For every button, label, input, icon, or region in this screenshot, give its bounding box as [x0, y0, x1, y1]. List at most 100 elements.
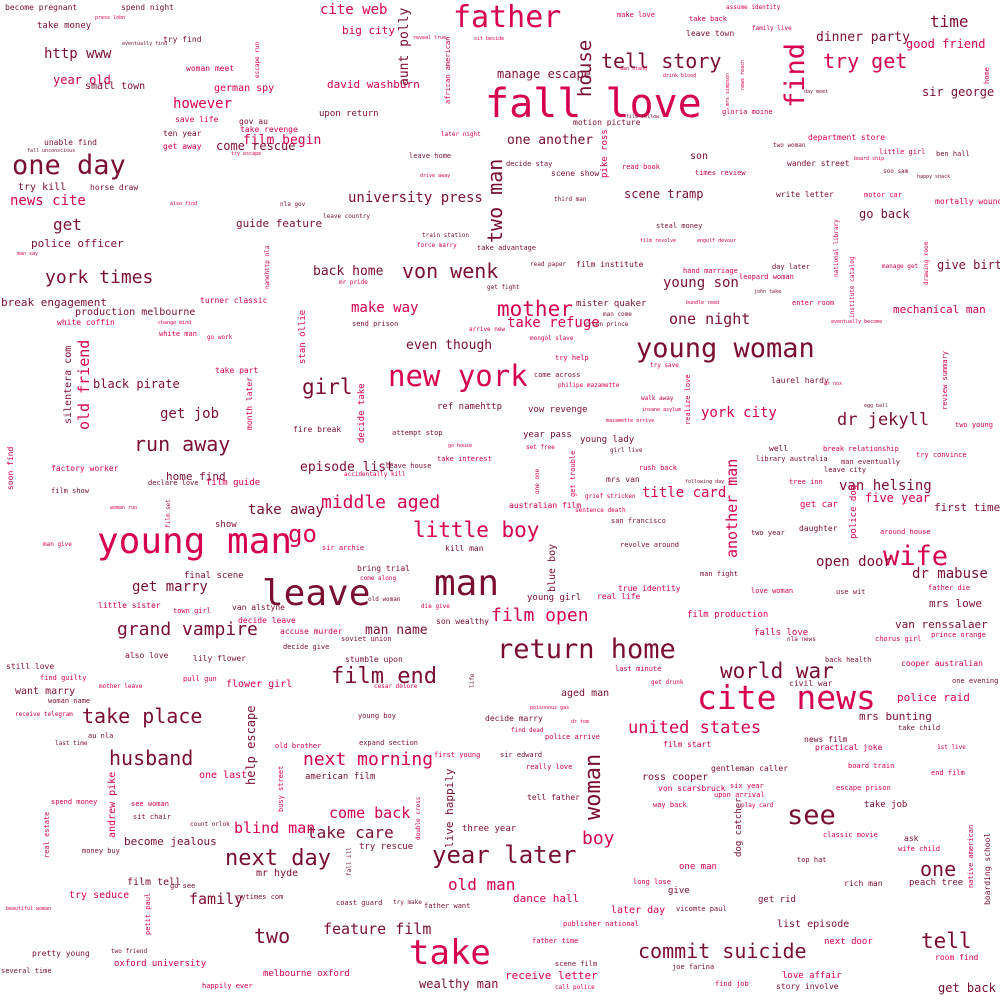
word-cloud-term: blind man: [234, 819, 316, 837]
word-cloud-term: come rescue: [216, 139, 296, 153]
word-cloud-term: try get: [823, 49, 908, 73]
word-cloud-term: day later: [772, 263, 810, 271]
word-cloud-term: old brother: [275, 742, 322, 750]
word-cloud-term: attempt stop: [392, 429, 443, 437]
word-cloud-term: nla news: [787, 636, 816, 643]
word-cloud-term: sit chair: [133, 813, 171, 821]
word-cloud-term: police dog: [849, 484, 859, 539]
word-cloud-term: next day: [225, 846, 331, 871]
word-cloud-term: final scene: [184, 571, 244, 581]
word-cloud-term: go: [288, 520, 317, 548]
word-cloud-term: old friend: [75, 339, 93, 430]
word-cloud-term: one evening: [952, 677, 999, 685]
word-cloud-term: united states: [628, 718, 762, 738]
word-cloud-term: still love: [6, 662, 55, 671]
word-cloud-term: go see: [170, 882, 196, 890]
word-cloud-term: laurel hardy: [771, 376, 829, 385]
word-cloud-term: upon arrival: [714, 791, 765, 799]
word-cloud-term: get away: [163, 142, 202, 151]
word-cloud-term: young boy: [358, 712, 396, 720]
word-cloud-term: oxford university: [114, 959, 207, 969]
word-cloud-term: get back: [938, 981, 996, 995]
word-cloud-term: first young: [434, 751, 481, 759]
word-cloud-term: pike ross: [600, 129, 610, 178]
word-cloud-term: break relationship: [823, 445, 899, 453]
word-cloud-term: enter room: [792, 299, 835, 307]
word-cloud-term: gloria moine: [722, 108, 773, 116]
word-cloud-term: spend night: [121, 3, 174, 12]
word-cloud-term: pretty young: [32, 949, 90, 958]
word-cloud-term: woman run: [110, 505, 138, 511]
word-cloud-term: feature film: [323, 920, 432, 938]
word-cloud-term: two woman: [773, 142, 806, 149]
word-cloud-term: melbourne oxford: [263, 969, 350, 979]
word-cloud-term: another man: [723, 458, 741, 558]
word-cloud-term: department store: [808, 133, 886, 142]
word-cloud-term: go work: [207, 334, 233, 341]
word-cloud-term: try find: [163, 35, 202, 44]
word-cloud-term: five year: [865, 491, 931, 505]
word-cloud-term: von wenk: [402, 259, 499, 283]
word-cloud-term: old man: [448, 875, 516, 894]
word-cloud-term: one man: [679, 862, 717, 872]
word-cloud-term: open door: [816, 554, 892, 570]
word-cloud-term: dr mabuse: [912, 566, 988, 582]
word-cloud-term: sentence death: [575, 507, 626, 514]
word-cloud-term: university press: [348, 190, 483, 206]
word-cloud-term: try escape: [231, 151, 262, 157]
word-cloud-term: revolve around: [620, 541, 680, 549]
word-cloud-term: expand section: [359, 739, 419, 747]
word-cloud-term: engulf devour: [697, 238, 737, 244]
word-cloud-term: top hat: [797, 856, 827, 864]
word-cloud-term: upon return: [319, 109, 379, 119]
word-cloud-term: two man: [483, 158, 507, 243]
word-cloud-term: man name: [365, 623, 428, 638]
word-cloud-term: wealthy man: [419, 977, 499, 991]
word-cloud-term: film end: [331, 664, 437, 689]
word-cloud-term: find guilty: [40, 674, 87, 682]
word-cloud-term: motor car: [864, 191, 902, 199]
word-cloud-term: film show: [51, 487, 89, 495]
word-cloud-term: happily ever: [202, 982, 253, 990]
word-cloud-term: namehttp nla: [264, 245, 271, 289]
word-cloud-term: home: [983, 67, 991, 84]
word-cloud-term: turner classic: [200, 296, 268, 305]
word-cloud-term: nytimes com: [237, 893, 284, 901]
word-cloud-term: set free: [526, 444, 555, 451]
word-cloud-term: story involve: [776, 982, 839, 991]
word-cloud-term: give birth: [937, 258, 1000, 272]
word-cloud-term: family live: [752, 25, 792, 32]
word-cloud-term: young girl: [527, 593, 582, 603]
word-cloud-term: make way: [351, 300, 419, 316]
word-cloud-term: six year: [730, 782, 764, 790]
word-cloud-term: take advantage: [477, 244, 537, 252]
word-cloud-term: van helsing: [839, 478, 932, 494]
word-cloud-term: horse draw: [90, 183, 139, 192]
word-cloud-term: classic movie: [823, 831, 878, 839]
word-cloud-term: last minute: [615, 665, 662, 673]
word-cloud-term: year pass: [523, 430, 572, 440]
word-cloud-term: hand marriage: [683, 267, 738, 275]
word-cloud-term: come back: [329, 804, 411, 822]
word-cloud-term: andrew pike: [107, 771, 118, 838]
word-cloud-term: man give: [43, 541, 72, 548]
word-cloud-term: true identity: [618, 584, 681, 593]
word-cloud-term: mongol slave: [530, 335, 574, 342]
word-cloud-term: mrs bunting: [859, 710, 932, 723]
word-cloud-term: take refuge: [507, 315, 600, 331]
word-cloud-term: ben hall: [936, 150, 970, 158]
word-cloud-term: news reach: [740, 59, 746, 90]
word-cloud-term: grief stricken: [585, 493, 636, 500]
word-cloud-term: young woman: [636, 333, 815, 364]
word-cloud-term: coast guard: [336, 899, 383, 907]
word-cloud-term: family: [189, 890, 244, 908]
word-cloud-term: von scarsbruck: [658, 784, 726, 793]
word-cloud-term: year later: [432, 841, 577, 869]
word-cloud-term: one night: [669, 310, 751, 328]
word-cloud-term: take child: [898, 724, 941, 732]
word-cloud-term: scene tramp: [624, 187, 704, 201]
word-cloud-term: board train: [848, 762, 895, 770]
word-cloud-term: try make: [393, 899, 422, 906]
word-cloud-term: tree inn: [789, 478, 823, 486]
word-cloud-term: practical joke: [815, 743, 883, 752]
